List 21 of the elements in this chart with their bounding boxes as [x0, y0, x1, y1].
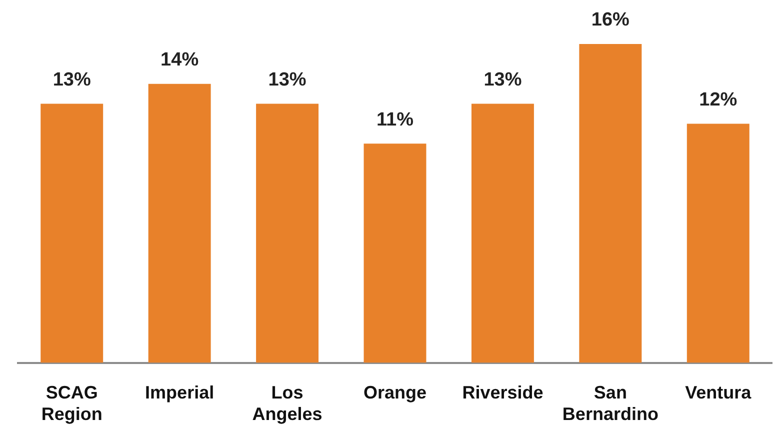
x-tick-label: Los Angeles: [252, 382, 322, 424]
x-tick-label: SCAG Region: [41, 382, 102, 424]
x-tick-label: Riverside: [462, 382, 544, 403]
data-label: 16%: [591, 10, 630, 31]
data-label: 13%: [484, 70, 522, 91]
bar: [686, 124, 750, 363]
data-label: 14%: [160, 50, 199, 71]
data-label: 13%: [52, 70, 91, 91]
data-label: 12%: [699, 89, 738, 110]
bar: [364, 144, 426, 363]
bar: [148, 84, 211, 363]
data-label: 11%: [376, 109, 414, 130]
data-label: 13%: [268, 70, 306, 91]
x-tick-label: Orange: [363, 382, 427, 403]
bar: [256, 104, 319, 363]
bar: [579, 44, 642, 363]
x-tick-label: Ventura: [685, 382, 752, 403]
x-tick-label: San Bernardino: [562, 382, 658, 424]
bar: [40, 104, 104, 363]
x-tick-label: Imperial: [145, 382, 214, 403]
bar: [471, 104, 534, 363]
